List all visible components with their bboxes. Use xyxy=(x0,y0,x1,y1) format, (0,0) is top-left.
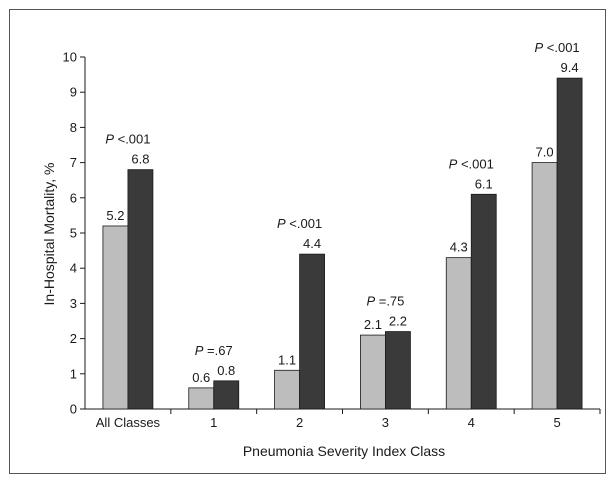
p-value: <.001 xyxy=(114,132,151,147)
p-symbol: P xyxy=(277,216,286,231)
bar-series-1 xyxy=(445,257,472,410)
x-tick-label: 3 xyxy=(382,415,389,430)
bar-series-1 xyxy=(531,162,558,410)
p-value-label: P =.67 xyxy=(195,343,233,358)
bar-series-2 xyxy=(556,77,583,410)
y-tick-label: 2 xyxy=(70,331,77,346)
p-value: <.001 xyxy=(543,40,580,55)
bar-series-1 xyxy=(360,334,386,410)
y-axis: 0 1 2 3 4 5 6 7 8 9 10 xyxy=(63,50,86,417)
bar-series-1 xyxy=(274,369,300,410)
bar-value-label: 0.8 xyxy=(217,363,235,378)
y-tick-label: 0 xyxy=(70,402,77,417)
y-tick-label: 1 xyxy=(70,366,77,381)
y-axis-title: In-Hospital Mortality, % xyxy=(41,163,57,306)
bar-value-label: 4.4 xyxy=(303,236,321,251)
x-tick-label: 2 xyxy=(296,415,303,430)
x-axis-title: Pneumonia Severity Index Class xyxy=(243,443,445,459)
p-symbol: P xyxy=(105,132,114,147)
x-axis: All Classes 1 2 3 4 5 xyxy=(85,408,601,430)
bar-series-2 xyxy=(385,331,411,410)
x-tick-label: All Classes xyxy=(96,415,161,430)
bar-value-label: 5.2 xyxy=(106,208,124,223)
bar-value-label: 9.4 xyxy=(561,60,579,75)
p-value-label: P <.001 xyxy=(449,156,494,171)
p-symbol: P xyxy=(534,40,543,55)
bar-value-label: 1.1 xyxy=(278,352,296,367)
p-value: <.001 xyxy=(457,156,494,171)
bar-series-2 xyxy=(470,193,497,410)
x-tick-label: 1 xyxy=(210,415,217,430)
p-value: =.75 xyxy=(375,294,404,309)
bar-series-1 xyxy=(188,387,215,410)
p-value: =.67 xyxy=(203,343,232,358)
bar-series-1 xyxy=(102,225,129,410)
y-tick-label: 4 xyxy=(70,261,77,276)
p-symbol: P xyxy=(449,156,458,171)
y-tick-label: 9 xyxy=(70,85,77,100)
bar-series-2 xyxy=(127,169,154,410)
p-symbol: P xyxy=(195,343,204,358)
y-tick-label: 10 xyxy=(63,50,77,65)
bar-value-label: 4.3 xyxy=(450,240,468,255)
x-tick-label: 5 xyxy=(553,415,560,430)
p-value-label: P <.001 xyxy=(534,40,579,55)
x-tick-label: 4 xyxy=(468,415,475,430)
y-tick-label: 5 xyxy=(70,226,77,241)
y-tick-label: 6 xyxy=(70,190,77,205)
bar-value-label: 6.8 xyxy=(131,152,149,167)
p-value-label: P =.75 xyxy=(366,294,404,309)
p-value: <.001 xyxy=(286,216,323,231)
bars xyxy=(102,77,583,410)
bar-series-2 xyxy=(299,253,325,410)
bar-value-label: 7.0 xyxy=(536,145,554,160)
bar-series-2 xyxy=(213,380,240,410)
y-tick-label: 7 xyxy=(70,155,77,170)
value-labels: 5.2 6.8 0.6 0.8 1.1 4.4 2.1 2.2 4.3 6.1 7.0 9.4 xyxy=(106,60,578,385)
y-tick-label: 3 xyxy=(70,296,77,311)
bar-value-label: 2.2 xyxy=(389,314,407,329)
bar-value-label: 2.1 xyxy=(364,317,382,332)
p-value-label: P <.001 xyxy=(105,132,150,147)
bar-value-label: 6.1 xyxy=(475,176,493,191)
p-symbol: P xyxy=(366,294,375,309)
y-tick-label: 8 xyxy=(70,120,77,135)
p-value-label: P <.001 xyxy=(277,216,322,231)
bar-value-label: 0.6 xyxy=(192,370,210,385)
